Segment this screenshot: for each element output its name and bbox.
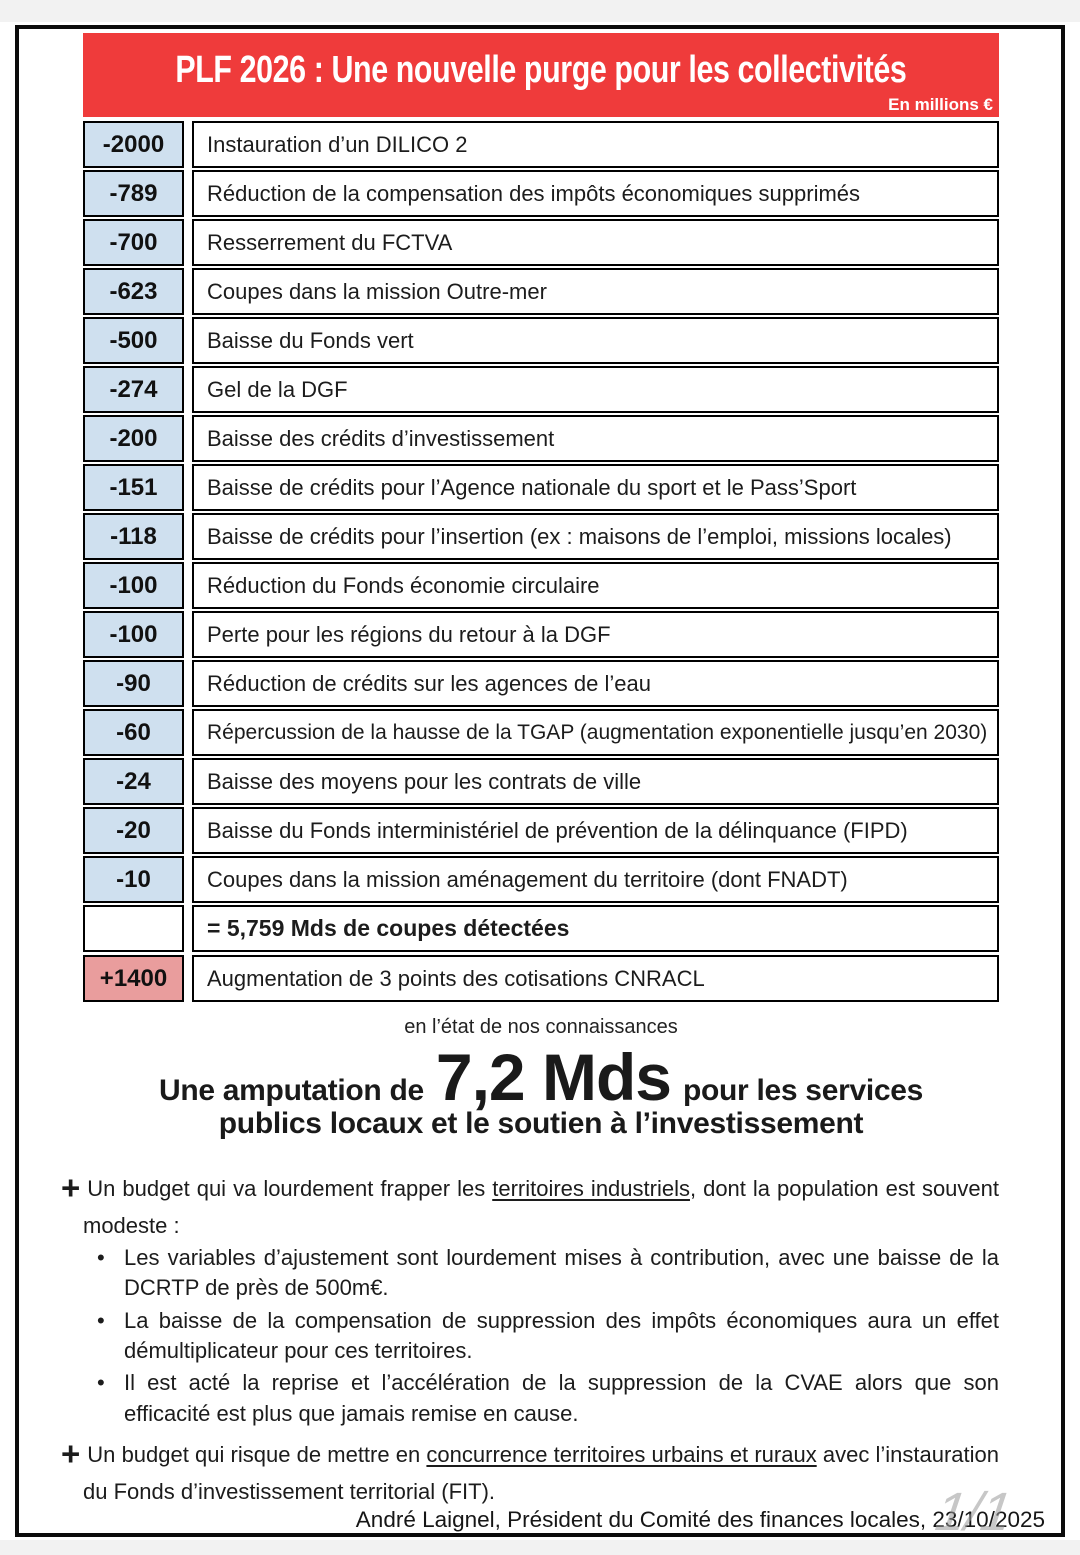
bullet-item: • Il est acté la reprise et l’accélératio… bbox=[97, 1368, 999, 1429]
table-row: -623 Coupes dans la mission Outre-mer bbox=[83, 268, 999, 315]
description-cell: Coupes dans la mission aménagement du te… bbox=[192, 856, 999, 903]
description-cell: Baisse du Fonds interministériel de prév… bbox=[192, 807, 999, 854]
bullet-icon: • bbox=[97, 1244, 105, 1270]
description-cell: = 5,759 Mds de coupes détectées bbox=[192, 905, 999, 952]
description-cell: Gel de la DGF bbox=[192, 366, 999, 413]
page-title: PLF 2026 : Une nouvelle purge pour les c… bbox=[175, 48, 907, 91]
amount-cell: -200 bbox=[83, 415, 184, 462]
amount-cell: -2000 bbox=[83, 121, 184, 168]
amount-cell: -20 bbox=[83, 807, 184, 854]
table-row: = 5,759 Mds de coupes détectées bbox=[83, 905, 999, 952]
table-row: -20 Baisse du Fonds interministériel de … bbox=[83, 807, 999, 854]
headline-prefix: Une amputation de bbox=[158, 1074, 424, 1107]
amount-cell: -60 bbox=[83, 709, 184, 756]
bullet-text: La baisse de la compensation de suppress… bbox=[124, 1306, 999, 1367]
note-text: La baisse de la compensation de suppress… bbox=[124, 1307, 999, 1363]
description-cell: Réduction de la compensation des impôts … bbox=[192, 170, 999, 217]
bullet-icon: • bbox=[97, 1307, 105, 1333]
footer-credit-text: André Laignel, Président du Comité des f… bbox=[355, 1506, 1045, 1532]
document-header: PLF 2026 : Une nouvelle purge pour les c… bbox=[83, 33, 999, 117]
description-cell: Coupes dans la mission Outre-mer bbox=[192, 268, 999, 315]
headline: Une amputation de 7,2 Mds pour les servi… bbox=[83, 1039, 999, 1115]
amount-cell: -274 bbox=[83, 366, 184, 413]
amount-cell: -10 bbox=[83, 856, 184, 903]
description-cell: Augmentation de 3 points des cotisations… bbox=[192, 955, 999, 1002]
amount-cell: -100 bbox=[83, 562, 184, 609]
amount-cell: -118 bbox=[83, 513, 184, 560]
note-paragraph: + Un budget qui risque de mettre en concu… bbox=[61, 1431, 999, 1507]
description-cell: Baisse des moyens pour les contrats de v… bbox=[192, 758, 999, 805]
description-cell: Instauration d’un DILICO 2 bbox=[192, 121, 999, 168]
table-row: -151 Baisse de crédits pour l’Agence nat… bbox=[83, 464, 999, 511]
cuts-table: -2000 Instauration d’un DILICO 2 -789 Ré… bbox=[83, 121, 999, 1004]
analysis-notes: + Un budget qui va lourdement frapper les… bbox=[61, 1163, 999, 1507]
bullet-icon: • bbox=[97, 1370, 105, 1396]
amount-cell: -100 bbox=[83, 611, 184, 658]
table-row: -500 Baisse du Fonds vert bbox=[83, 317, 999, 364]
amount-cell: -623 bbox=[83, 268, 184, 315]
bullet-text: Il est acté la reprise et l’accélération… bbox=[124, 1368, 999, 1429]
amount-cell: -789 bbox=[83, 170, 184, 217]
amount-cell: -151 bbox=[83, 464, 184, 511]
note-text: Un budget qui va lourdement frapper les bbox=[87, 1176, 493, 1201]
table-row: -118 Baisse de crédits pour l’insertion … bbox=[83, 513, 999, 560]
description-cell: Répercussion de la hausse de la TGAP (au… bbox=[192, 709, 999, 756]
table-row: -90 Réduction de crédits sur les agences… bbox=[83, 660, 999, 707]
headline-amount: 7,2 Mds bbox=[435, 1040, 672, 1114]
viewer-background-strip-top bbox=[0, 0, 1080, 22]
bullet-text: Les variables d’ajustement sont lourdeme… bbox=[124, 1243, 999, 1304]
description-cell: Réduction de crédits sur les agences de … bbox=[192, 660, 999, 707]
headline-suffix: pour les services bbox=[682, 1074, 924, 1107]
table-row: -200 Baisse des crédits d’investissement bbox=[83, 415, 999, 462]
note-text: Un budget qui risque de mettre en bbox=[87, 1442, 427, 1468]
headline-line2: publics locaux et le soutien à l’investi… bbox=[218, 1107, 864, 1140]
unit-label: En millions € bbox=[888, 95, 993, 114]
description-cell: Réduction du Fonds économie circulaire bbox=[192, 562, 999, 609]
amount-cell: -24 bbox=[83, 758, 184, 805]
note-paragraph: + Un budget qui va lourdement frapper les… bbox=[61, 1165, 999, 1241]
bullet-item: • La baisse de la compensation de suppres… bbox=[97, 1306, 999, 1367]
table-row: +1400 Augmentation de 3 points des cotis… bbox=[83, 955, 999, 1002]
amount-cell: -700 bbox=[83, 219, 184, 266]
table-row: -24 Baisse des moyens pour les contrats … bbox=[83, 758, 999, 805]
document-page: PLF 2026 : Une nouvelle purge pour les c… bbox=[15, 25, 1065, 1537]
table-row: -700 Resserrement du FCTVA bbox=[83, 219, 999, 266]
table-row: -100 Perte pour les régions du retour à … bbox=[83, 611, 999, 658]
amount-cell: -90 bbox=[83, 660, 184, 707]
description-cell: Resserrement du FCTVA bbox=[192, 219, 999, 266]
knowledge-caption: en l’état de nos connaissances bbox=[404, 1016, 678, 1038]
note-text: Les variables d’ajustement sont lourdeme… bbox=[124, 1244, 999, 1301]
description-cell: Baisse des crédits d’investissement bbox=[192, 415, 999, 462]
description-cell: Baisse du Fonds vert bbox=[192, 317, 999, 364]
note-text: territoires industriels bbox=[492, 1176, 690, 1201]
table-row: -274 Gel de la DGF bbox=[83, 366, 999, 413]
description-cell: Perte pour les régions du retour à la DG… bbox=[192, 611, 999, 658]
plus-icon: + bbox=[61, 1435, 81, 1473]
note-text: Il est acté la reprise et l’accélération… bbox=[124, 1370, 999, 1426]
note-text: , dont la population est souvent modeste… bbox=[83, 1176, 999, 1238]
table-row: -100 Réduction du Fonds économie circula… bbox=[83, 562, 999, 609]
viewer-background-strip-bottom bbox=[0, 1540, 1080, 1555]
note-text: avec l’instauration du Fonds d’investiss… bbox=[83, 1442, 1000, 1504]
description-cell: Baisse de crédits pour l’Agence national… bbox=[192, 464, 999, 511]
table-row: -2000 Instauration d’un DILICO 2 bbox=[83, 121, 999, 168]
amount-cell: -500 bbox=[83, 317, 184, 364]
bullet-item: • Les variables d’ajustement sont lourdem… bbox=[97, 1243, 999, 1304]
table-row: -60 Répercussion de la hausse de la TGAP… bbox=[83, 709, 999, 756]
description-cell: Baisse de crédits pour l’insertion (ex :… bbox=[192, 513, 999, 560]
footer-credit: André Laignel, Président du Comité des f… bbox=[83, 1482, 1045, 1533]
table-row: -10 Coupes dans la mission aménagement d… bbox=[83, 856, 999, 903]
plus-icon: + bbox=[61, 1169, 81, 1206]
note-text: concurrence territoires urbains et rurau… bbox=[426, 1442, 817, 1468]
amount-cell: +1400 bbox=[83, 955, 184, 1002]
table-row: -789 Réduction de la compensation des im… bbox=[83, 170, 999, 217]
amount-cell bbox=[83, 905, 184, 952]
